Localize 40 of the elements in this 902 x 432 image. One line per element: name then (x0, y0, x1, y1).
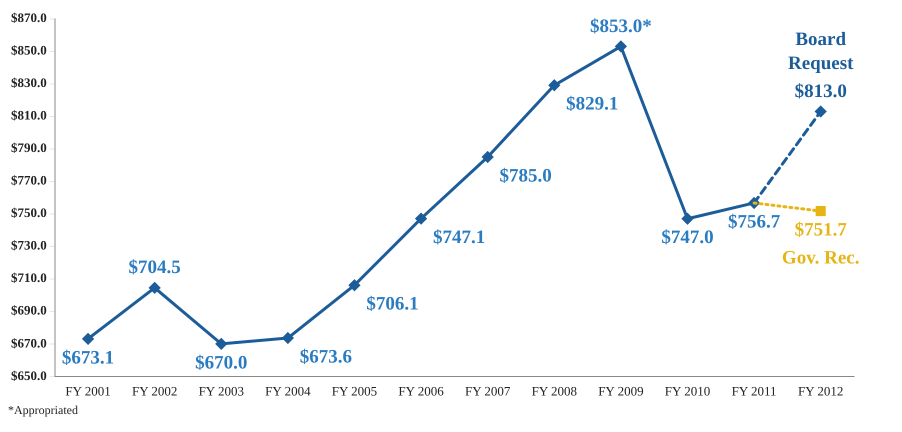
x-tick-label: FY 2001 (65, 384, 111, 399)
x-tick-label: FY 2003 (198, 384, 244, 399)
data-label: $706.1 (366, 294, 419, 315)
x-tick-label: FY 2011 (732, 384, 777, 399)
data-label: $747.0 (661, 227, 714, 248)
y-tick-label: $870.0 (11, 10, 47, 26)
data-label: $670.0 (195, 352, 248, 374)
data-label: $756.7 (728, 211, 781, 232)
data-label: $704.5 (128, 257, 181, 278)
x-tick-label: FY 2006 (398, 384, 444, 399)
y-tick-label: $710.0 (11, 270, 47, 286)
y-tick-label: $770.0 (11, 172, 47, 188)
data-label: $813.0 (794, 80, 847, 102)
x-tick-label: FY 2008 (532, 384, 577, 399)
text: Board Request (788, 28, 854, 74)
y-tick-label: $810.0 (11, 108, 47, 123)
data-label: $829.1 (566, 94, 618, 115)
y-tick-label: $750.0 (11, 205, 47, 220)
data-label: $673.1 (62, 347, 114, 368)
y-tick-label: $690.0 (11, 302, 47, 318)
x-tick-label: FY 2007 (464, 384, 511, 399)
text: *Appropriated (8, 403, 79, 418)
data-label: $747.1 (432, 226, 486, 248)
y-tick-label: $670.0 (11, 335, 47, 350)
y-tick-label: $790.0 (11, 140, 47, 156)
y-tick-label: $650.0 (11, 368, 47, 383)
data-label: $751.7 (794, 220, 848, 240)
data-label: $785.0 (500, 165, 552, 186)
x-tick-label: FY 2010 (664, 384, 710, 399)
data-label: $673.6 (300, 346, 352, 368)
y-tick-label: $850.0 (11, 42, 47, 58)
x-tick-label: FY 2009 (598, 384, 644, 399)
x-tick-label: FY 2012 (798, 384, 844, 399)
text: Gov. Rec. (782, 248, 860, 268)
x-tick-label: FY 2004 (265, 384, 312, 399)
x-tick-label: FY 2005 (332, 384, 378, 399)
x-tick-label: FY 2002 (132, 384, 178, 399)
y-tick-label: $730.0 (11, 238, 47, 253)
y-tick-label: $830.0 (11, 75, 47, 90)
data-label: $853.0* (590, 16, 652, 37)
